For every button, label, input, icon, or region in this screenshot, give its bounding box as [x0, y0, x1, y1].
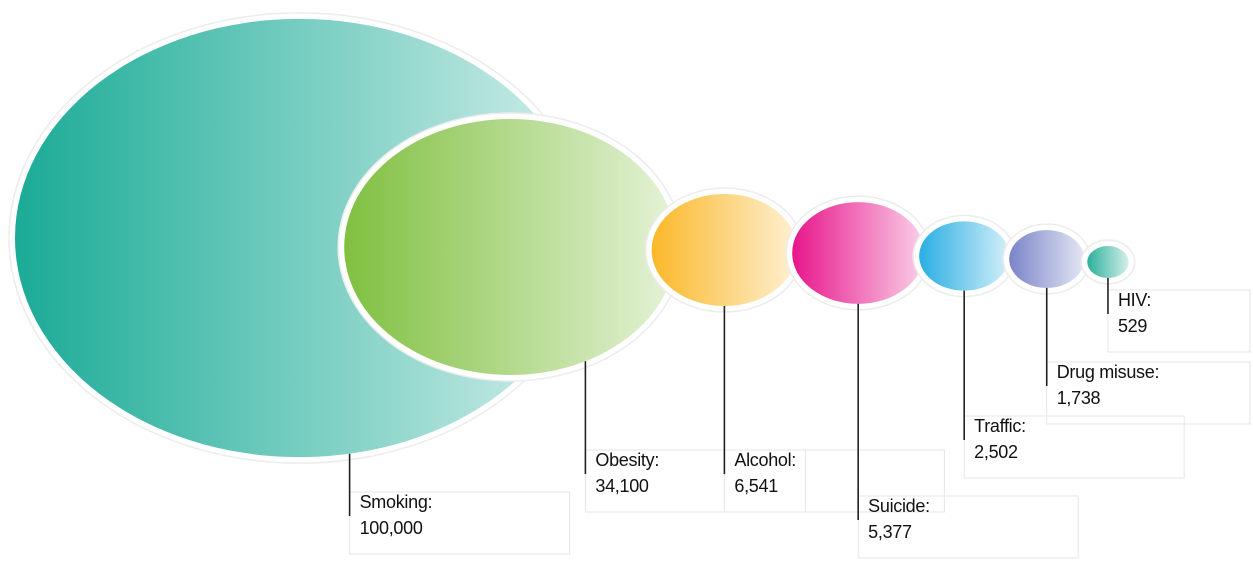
- label-box: [349, 491, 571, 555]
- label-box: [584, 449, 806, 513]
- bubble: [1009, 230, 1085, 288]
- value-label: 6,541: [734, 476, 778, 496]
- category-label: Drug misuse:: [1057, 362, 1159, 382]
- label-box: [1107, 289, 1251, 353]
- category-label: Alcohol:: [734, 450, 796, 470]
- category-label: Traffic:: [974, 416, 1026, 436]
- category-label: Smoking:: [360, 492, 433, 512]
- bubble: [651, 193, 798, 307]
- bubble: [792, 202, 925, 304]
- category-label: HIV:: [1118, 290, 1151, 310]
- bubble: [344, 119, 677, 375]
- label-box: [723, 449, 945, 513]
- category-label: Obesity:: [595, 450, 659, 470]
- category-label: Suicide:: [868, 496, 930, 516]
- bubble: [1087, 246, 1129, 278]
- label-boxes: [349, 289, 1251, 559]
- value-label: 529: [1118, 316, 1147, 336]
- label-box: [963, 415, 1185, 479]
- value-label: 1,738: [1057, 388, 1101, 408]
- label-box: [1046, 361, 1251, 425]
- bubbles: [8, 12, 1136, 464]
- value-label: 34,100: [595, 476, 649, 496]
- value-label: 2,502: [974, 442, 1018, 462]
- label-box: [857, 495, 1079, 559]
- labels: Smoking: 100,000 Obesity: 34,100 Alcohol: 6,5…: [348, 277, 1159, 542]
- value-label: 5,377: [868, 522, 912, 542]
- value-label: 100,000: [360, 518, 423, 538]
- bubble: [919, 221, 1010, 291]
